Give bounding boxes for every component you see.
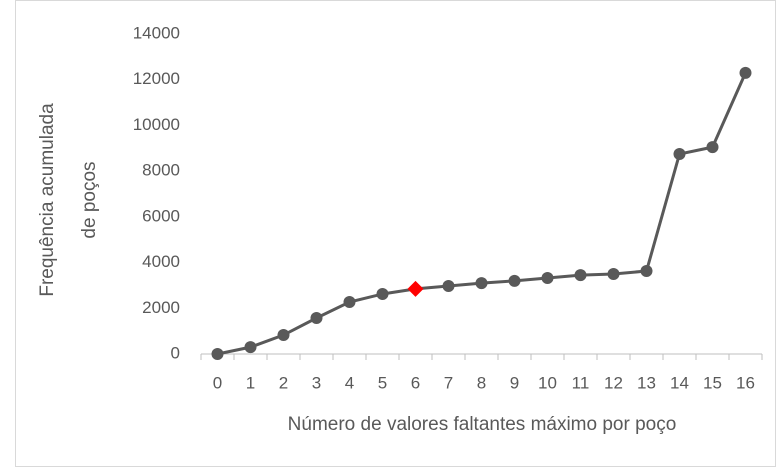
chart-frame <box>15 0 776 467</box>
y-tick-label: 8000 <box>142 161 180 180</box>
x-tick-label: 0 <box>213 373 222 392</box>
x-tick-label: 13 <box>637 373 656 392</box>
marker <box>244 341 257 354</box>
y-axis-title: Frequência acumulada de poços <box>37 103 100 297</box>
marker <box>640 265 653 278</box>
x-tick-label: 4 <box>345 373 354 392</box>
marker <box>739 66 752 79</box>
marker <box>574 269 587 282</box>
marker <box>673 148 686 160</box>
marker <box>277 329 290 342</box>
x-tick-label: 7 <box>444 373 453 392</box>
x-tick-label: 14 <box>670 373 689 392</box>
marker <box>541 272 554 284</box>
y-tick-label: 14000 <box>133 23 180 42</box>
y-axis-title-line: Frequência acumulada <box>37 103 58 297</box>
x-tick-label: 8 <box>477 373 486 392</box>
y-axis-title-line: de poços <box>79 161 100 238</box>
marker <box>376 288 389 300</box>
marker <box>475 277 488 290</box>
marker <box>310 312 323 324</box>
marker <box>407 280 424 297</box>
marker <box>343 296 356 308</box>
y-tick-label: 2000 <box>142 298 180 317</box>
marker <box>442 280 455 292</box>
marker <box>508 274 521 287</box>
x-tick-label: 2 <box>279 373 288 392</box>
x-tick-label: 11 <box>572 373 590 392</box>
x-axis-title: Número de valores faltantes máximo por p… <box>288 414 677 435</box>
x-tick-label: 6 <box>411 373 420 392</box>
marker <box>607 268 620 280</box>
y-tick-label: 12000 <box>133 69 180 88</box>
x-tick-label: 9 <box>510 373 519 392</box>
y-tick-label: 10000 <box>133 115 180 134</box>
x-tick-label: 15 <box>703 373 722 392</box>
x-tick-label: 3 <box>312 373 321 392</box>
x-tick-label: 10 <box>538 373 557 392</box>
y-tick-label: 6000 <box>142 206 180 225</box>
y-tick-label: 4000 <box>142 252 180 271</box>
marker <box>706 141 719 154</box>
x-tick-label: 1 <box>246 373 255 392</box>
y-tick-label: 0 <box>171 343 180 362</box>
x-tick-label: 12 <box>604 373 623 392</box>
marker <box>211 348 224 360</box>
x-tick-label: 16 <box>736 373 755 392</box>
x-tick-label: 5 <box>378 373 387 392</box>
